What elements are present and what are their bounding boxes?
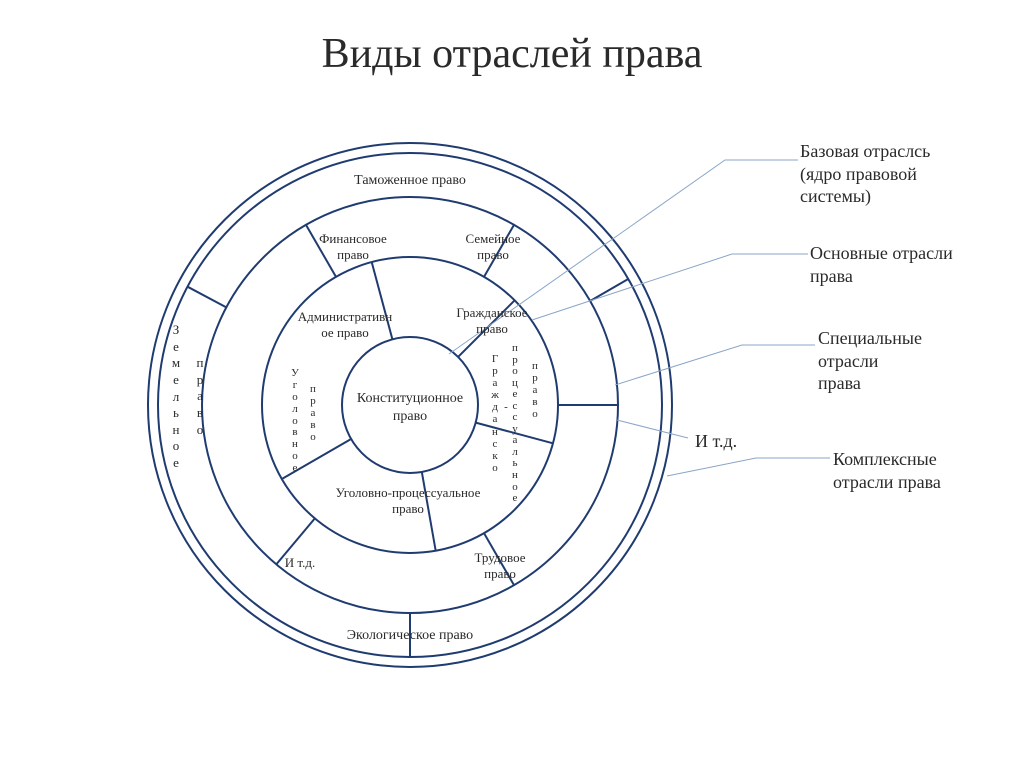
ring2-labor: Трудовоеправо <box>445 550 555 583</box>
legend-core: Базовая отраслсь(ядро правовойсистемы) <box>800 140 1010 208</box>
legend-line-complex <box>667 458 830 476</box>
ring1-civil: Гражданскоеправо <box>437 305 547 338</box>
ring1-civproc-word3: право <box>530 360 540 420</box>
ring1-crim-word2: право <box>308 383 318 443</box>
ring1-admin-text: Административное право <box>298 309 392 340</box>
ring2-etc-right-text: И т.д. <box>695 431 737 451</box>
ring3-customs: Таможенное право <box>320 172 500 190</box>
legend-main: Основные отрасли права <box>810 242 1020 287</box>
ring2-labor-text: Трудовоеправо <box>474 550 525 581</box>
ring3-eco-text: Экологическое право <box>347 628 473 643</box>
ring3-customs-text: Таможенное право <box>354 173 466 188</box>
ring1-civproc-word1: Гражданско <box>490 353 500 474</box>
legend-complex-text: Комплексныеотрасли права <box>833 449 941 492</box>
legend-core-text: Базовая отраслсь(ядро правовойсистемы) <box>800 141 930 206</box>
legend-main-text: Основные отрасли права <box>810 243 953 286</box>
ring1-crimproc-text: Уголовно-процессуальноеправо <box>336 485 481 516</box>
legend-special-text: Специальные отрасли права <box>818 328 922 393</box>
ring1-civproc-word2: процессуальное <box>510 343 520 505</box>
legend-line-main <box>532 254 808 320</box>
ring2-etc-bottom: И т.д. <box>260 555 340 571</box>
ring1-civil-text: Гражданскоеправо <box>456 305 527 336</box>
ring2-fin-text: Финансовоеправо <box>319 231 387 262</box>
ring3-land-word1: Земельное <box>170 322 182 472</box>
legend-line-etc <box>617 420 688 438</box>
ring3-div <box>187 287 226 308</box>
center-label-text: Конституционноеправо <box>357 391 463 424</box>
ring2-family: Семейноеправо <box>438 231 548 264</box>
ring2-fin: Финансовоеправо <box>298 231 408 264</box>
ring2-etc-right: И т.д. <box>695 430 737 453</box>
ring2-family-text: Семейноеправо <box>466 231 521 262</box>
legend-line-special <box>615 345 815 385</box>
ring3-eco: Экологическое право <box>320 627 500 645</box>
legend-special: Специальные отрасли права <box>818 327 1024 395</box>
ring2-etc-bottom-text: И т.д. <box>285 555 315 570</box>
ring1-civproc-dash: - <box>502 400 510 415</box>
ring1-crim-word1: Уголовное <box>290 368 300 475</box>
legend-complex: Комплексныеотрасли права <box>833 448 1024 493</box>
ring1-admin: Административное право <box>280 309 410 342</box>
center-label: Конституционноеправо <box>345 390 475 425</box>
ring3-land-word2: право <box>194 355 206 438</box>
ring1-crimproc: Уголовно-процессуальноеправо <box>308 485 508 518</box>
